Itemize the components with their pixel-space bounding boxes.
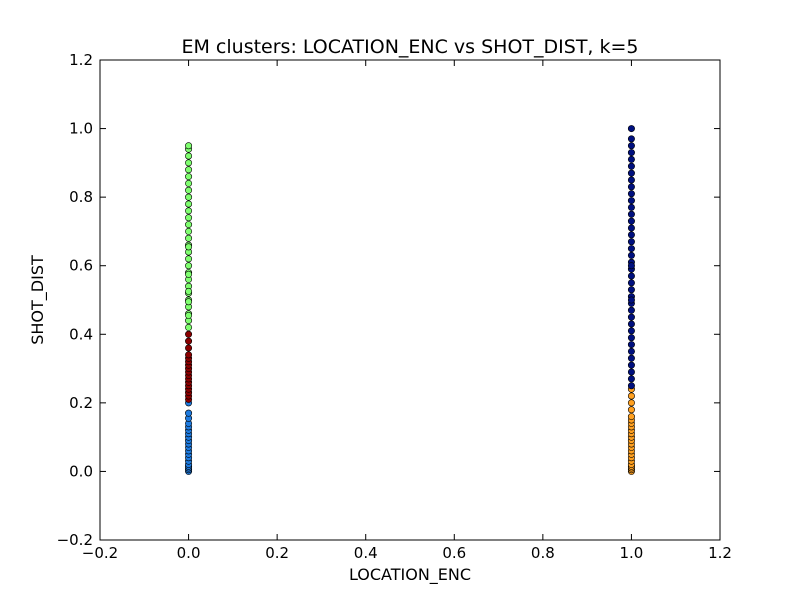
data-point	[627, 197, 635, 205]
data-point	[627, 183, 635, 191]
data-point	[185, 243, 193, 251]
data-point	[627, 210, 635, 218]
data-point	[627, 413, 635, 421]
series-2	[185, 142, 193, 331]
data-point	[185, 152, 193, 160]
data-point	[627, 238, 635, 246]
data-point	[627, 217, 635, 225]
data-point	[627, 155, 635, 163]
data-point	[627, 125, 635, 133]
data-point	[185, 142, 193, 150]
data-point	[627, 245, 635, 253]
data-point	[185, 207, 193, 215]
y-tick-label: 0.4	[69, 325, 93, 343]
data-point	[185, 227, 193, 235]
data-point	[185, 186, 193, 194]
series-0	[185, 399, 193, 475]
data-point	[185, 287, 193, 295]
data-point	[627, 296, 635, 304]
data-point	[627, 142, 635, 150]
y-tick-label: 1.0	[69, 120, 93, 138]
data-point	[185, 179, 193, 187]
x-axis-label: LOCATION_ENC	[349, 565, 471, 585]
data-point	[185, 409, 193, 417]
x-tick-label: 1.0	[619, 544, 643, 562]
data-point	[627, 262, 635, 270]
y-tick-label: 0.0	[69, 462, 93, 480]
y-tick-label: 0.8	[69, 188, 93, 206]
x-tick-label: 0.4	[354, 544, 378, 562]
data-point	[185, 200, 193, 208]
data-point	[185, 234, 193, 242]
data-point	[627, 286, 635, 294]
data-point	[627, 169, 635, 177]
plot-frame	[99, 59, 721, 541]
x-tick-label: 0.2	[265, 544, 289, 562]
data-point	[627, 399, 635, 407]
data-points	[185, 125, 635, 475]
x-tick-label: 1.2	[708, 544, 732, 562]
y-tick-label: 0.2	[69, 394, 93, 412]
data-point	[627, 354, 635, 362]
data-point	[627, 347, 635, 355]
data-point	[185, 262, 193, 270]
x-tick-label: −0.2	[82, 544, 118, 562]
data-point	[185, 344, 193, 352]
data-point	[627, 231, 635, 239]
data-point	[185, 351, 193, 359]
y-tick-label: 1.2	[69, 51, 93, 69]
x-tick-label: 0.6	[442, 544, 466, 562]
series-4	[627, 125, 635, 390]
data-point	[627, 149, 635, 157]
data-point	[185, 337, 193, 345]
data-point	[627, 327, 635, 335]
data-point	[627, 334, 635, 342]
data-point	[185, 159, 193, 167]
data-point	[185, 221, 193, 229]
data-point	[627, 361, 635, 369]
data-point	[185, 173, 193, 181]
data-point	[627, 306, 635, 314]
data-point	[627, 279, 635, 287]
series-3	[627, 385, 635, 475]
data-point	[185, 214, 193, 222]
data-point	[185, 323, 193, 331]
data-point	[627, 224, 635, 232]
y-axis-label: SHOT_DIST	[28, 255, 48, 345]
data-point	[185, 255, 193, 263]
data-point	[627, 162, 635, 170]
data-point	[627, 382, 635, 390]
data-point	[185, 311, 193, 319]
data-point	[627, 406, 635, 414]
data-point	[627, 203, 635, 211]
data-point	[627, 341, 635, 349]
data-point	[185, 193, 193, 201]
data-point	[627, 392, 635, 400]
data-point	[627, 272, 635, 280]
series-1	[185, 330, 193, 403]
x-tick-label: 0.8	[531, 544, 555, 562]
data-point	[185, 330, 193, 338]
data-point	[185, 298, 193, 306]
axis-ticks: −0.2 0.0 0.2 0.4 0.6 0.8 1.0 1.2 −0.2 0.0 0.2 0.4 0.…	[57, 51, 732, 562]
data-point	[627, 368, 635, 376]
data-point	[627, 320, 635, 328]
data-point	[185, 270, 193, 278]
data-point	[185, 166, 193, 174]
data-point	[627, 313, 635, 321]
data-point	[627, 190, 635, 198]
data-point	[627, 176, 635, 184]
data-point	[627, 135, 635, 143]
x-tick-label: 0.0	[177, 544, 201, 562]
y-tick-label: −0.2	[57, 531, 93, 549]
data-point	[627, 375, 635, 383]
data-point	[627, 251, 635, 259]
chart-title: EM clusters: LOCATION_ENC vs SHOT_DIST, …	[181, 36, 638, 58]
y-tick-label: 0.6	[69, 257, 93, 275]
